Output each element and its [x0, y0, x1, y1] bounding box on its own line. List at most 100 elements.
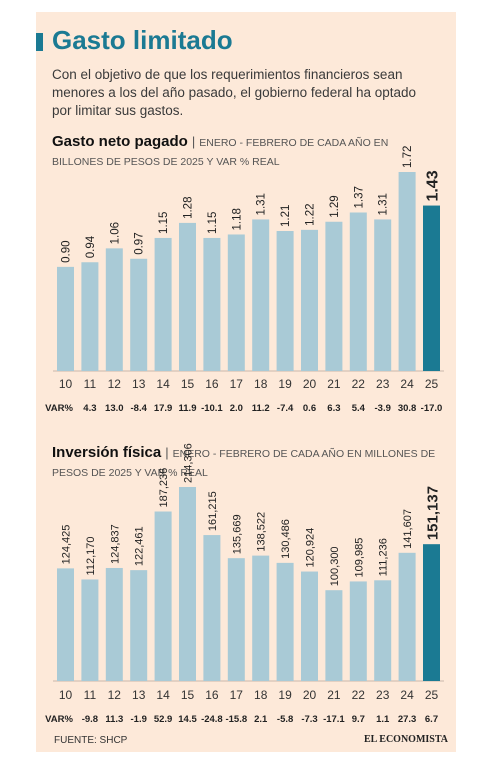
chart1-bar-17 [227, 234, 245, 371]
chart1-var-value: -10.1 [201, 403, 223, 414]
chart1-x-tick: 18 [254, 377, 268, 391]
chart1-x-tick: 11 [84, 377, 97, 391]
chart1-x-tick: 24 [400, 377, 414, 391]
chart2-x-tick: 16 [205, 688, 219, 702]
chart1-x-tick: 20 [303, 377, 317, 391]
chart2-x-tick: 18 [254, 688, 268, 702]
chart2-var-value: -17.1 [323, 714, 345, 725]
intro-text: Con el objetivo de que los requerimiento… [52, 67, 417, 118]
chart1-value-label: 1.31 [256, 193, 268, 215]
chart2-x-tick: 20 [303, 688, 317, 702]
chart2-value-label: 120,924 [305, 528, 317, 568]
chart1-x-tick: 14 [156, 377, 170, 391]
chart2-bar-11 [81, 579, 99, 681]
chart1-subtitle: ENERO - FEBRERO DE CADA AÑO EN BILLONES … [52, 137, 389, 168]
chart2-x-tick: 24 [400, 688, 414, 702]
chart1-x-tick: 15 [181, 377, 195, 391]
chart1-bar-19 [276, 231, 294, 371]
chart1-value-label: 1.18 [231, 208, 243, 230]
chart2-value-label: 111,236 [378, 538, 390, 576]
chart2-bar-13 [130, 570, 148, 681]
chart2-x-tick: 19 [278, 688, 292, 702]
chart1-var-value: 4.3 [83, 403, 96, 414]
chart1-value-label: 1.29 [329, 195, 341, 217]
chart1-x-tick: 22 [352, 377, 366, 391]
chart2-var-value: 27.3 [398, 714, 417, 725]
chart2-bar-22 [349, 581, 367, 681]
chart2-var-value: 11.3 [105, 714, 123, 725]
chart1-value-label: 1.15 [207, 212, 219, 234]
chart1-value-label: 0.97 [134, 232, 146, 254]
chart2-var-value: 9.7 [352, 714, 365, 725]
chart2-value-label: 161,215 [207, 491, 219, 531]
chart1-bar-12 [105, 248, 123, 371]
chart1-var-value: 11.2 [252, 403, 270, 414]
chart1-bar-13 [130, 258, 148, 371]
chart1-x-tick: 13 [132, 377, 146, 391]
chart2-x-tick: 22 [352, 688, 366, 702]
chart2-bar-20 [301, 571, 318, 681]
chart2-var-value: 14.5 [178, 714, 197, 725]
chart1-bar-22 [349, 212, 367, 371]
chart2-bar-18 [252, 555, 270, 681]
source-note: FUENTE: SHCP [54, 735, 128, 746]
chart1-var-value: 17.9 [154, 403, 173, 414]
chart2-value-label: 122,461 [134, 526, 146, 566]
chart2-value-label: 151,137 [425, 486, 442, 540]
chart2-var-value: 6.7 [425, 714, 438, 725]
chart1-bar-21 [325, 221, 343, 371]
chart2-value-label: 187,236 [158, 468, 170, 508]
chart1-value-label: 1.21 [280, 205, 292, 227]
chart2-var-value: -15.8 [225, 714, 247, 725]
chart1-bar-10 [57, 266, 74, 371]
chart1-bar-20 [301, 229, 318, 371]
chart1-x-tick: 10 [59, 377, 73, 391]
chart1-var-value: 30.8 [398, 403, 417, 414]
chart2-title: Inversión física [52, 444, 162, 461]
chart2-var-value: -1.9 [131, 714, 147, 725]
chart1-x-tick: 23 [376, 377, 390, 391]
chart2-x-tick: 10 [59, 688, 73, 702]
chart1-value-label: 1.22 [305, 203, 317, 225]
chart1-value-label: 0.90 [61, 240, 73, 262]
chart2-var-value: 52.9 [154, 714, 173, 725]
chart1-bar-25 [423, 205, 440, 371]
chart1-var-value: -8.4 [131, 403, 148, 414]
chart2-x-tick: 15 [181, 688, 195, 702]
chart1-x-tick: 16 [205, 377, 219, 391]
chart2-x-tick: 14 [156, 688, 170, 702]
chart1-x-tick: 25 [425, 377, 439, 391]
page-title: Gasto limitado [52, 25, 233, 55]
chart2-separator: | [165, 445, 169, 460]
chart1-value-label: 1.28 [183, 197, 195, 219]
chart2-value-label: 100,300 [329, 546, 341, 586]
chart1-title: Gasto neto pagado [52, 133, 188, 150]
chart1-var-value: 11.9 [179, 403, 197, 414]
chart1-x-tick: 17 [230, 377, 244, 391]
chart2-value-label: 214,306 [183, 443, 195, 483]
chart2-bar-16 [203, 535, 221, 681]
chart2-var-value: -9.8 [82, 714, 98, 725]
chart1-separator: | [191, 134, 196, 149]
chart1-bar-11 [81, 262, 99, 371]
chart1-value-label: 1.72 [402, 146, 414, 168]
chart1-bar-18 [252, 219, 270, 371]
chart2-bar-10 [57, 568, 74, 681]
chart2-x-tick: 17 [230, 688, 244, 702]
chart2-var-value: -5.8 [277, 714, 293, 725]
chart2-var-value: -7.3 [301, 714, 317, 725]
chart2-bar-12 [105, 567, 123, 681]
chart2-value-label: 130,486 [280, 519, 292, 559]
chart1-var-value: 6.3 [327, 403, 340, 414]
chart2-x-tick: 11 [84, 688, 97, 702]
chart2-bar-15 [179, 487, 196, 681]
chart2-var-value: -24.8 [201, 714, 223, 725]
chart1-value-label: 1.06 [109, 222, 121, 244]
chart1-var-value: 2.0 [230, 403, 243, 414]
chart1-var-value: 13.0 [105, 403, 124, 414]
chart2-heading: Inversión física | ENERO - FEBRERO DE CADA… [52, 444, 442, 482]
chart1-x-tick: 12 [108, 377, 122, 391]
chart2-value-label: 112,170 [85, 537, 97, 576]
chart2-value-label: 124,425 [61, 525, 73, 565]
